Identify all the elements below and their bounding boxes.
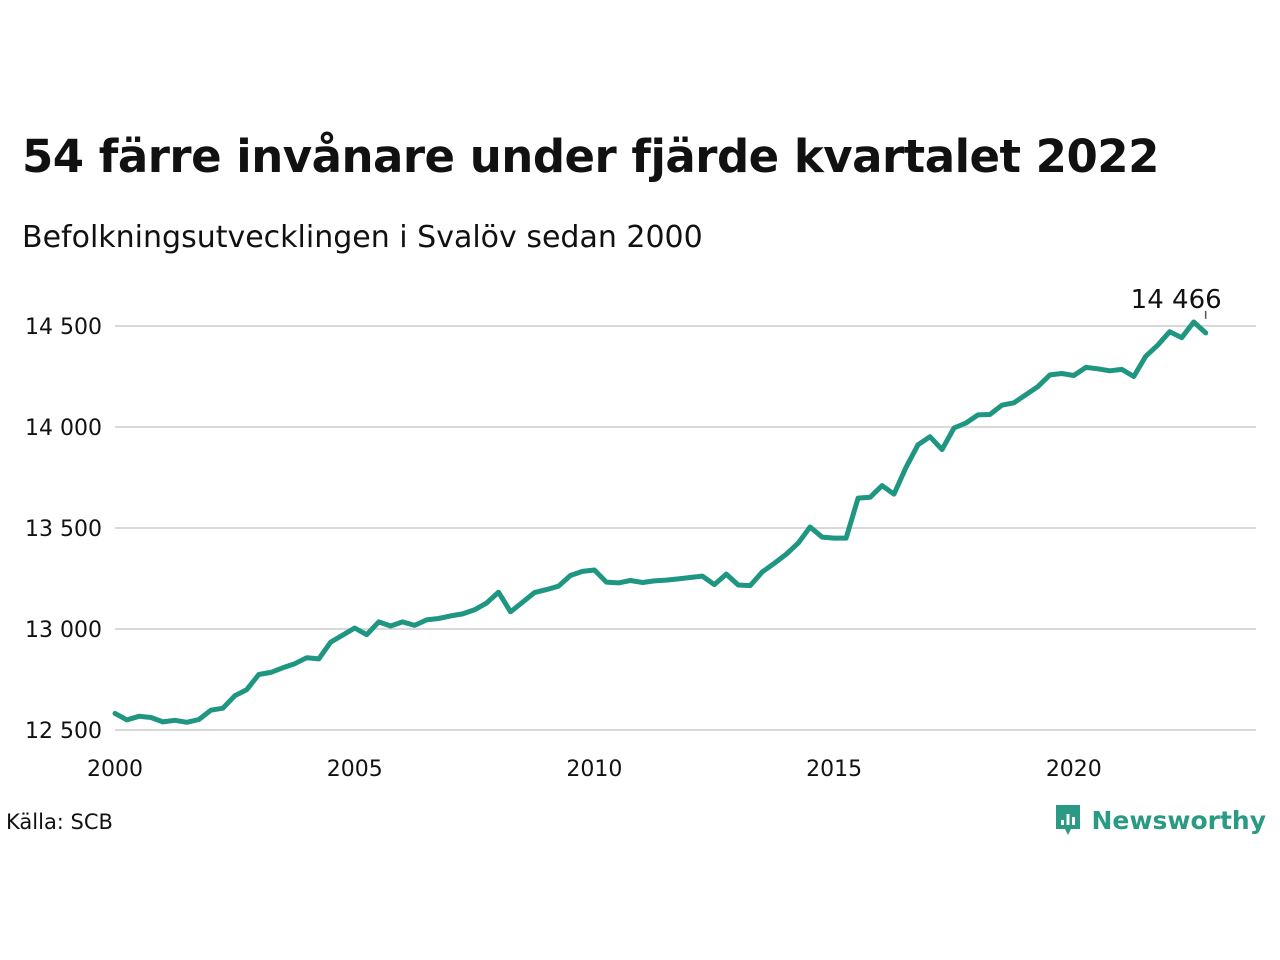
y-tick-label: 13 500 — [25, 517, 102, 542]
x-tick-label: 2000 — [87, 757, 143, 782]
series-line — [112, 319, 1209, 725]
chart-title: 54 färre invånare under fjärde kvartalet… — [22, 130, 1159, 183]
end-value-label: 14 466 — [1131, 285, 1222, 315]
grid-layer — [115, 325, 1256, 731]
y-tick-label: 12 500 — [25, 719, 102, 744]
x-tick-label: 2020 — [1046, 757, 1102, 782]
y-tick-label: 14 500 — [25, 315, 102, 340]
newsworthy-logo-icon — [1055, 805, 1080, 835]
y-tick-label: 13 000 — [25, 618, 102, 643]
axis-layer: 12 500 13 000 13 500 14 000 14 500 2000 2005 20… — [25, 315, 1102, 782]
chart-subtitle: Befolkningsutvecklingen i Svalöv sedan 2… — [22, 220, 703, 255]
brand: Newsworthy — [1054, 803, 1267, 837]
end-label-layer: 14 466 — [1131, 285, 1222, 319]
x-tick-label: 2010 — [566, 757, 622, 782]
x-tick-label: 2005 — [327, 757, 383, 782]
source-label: Källa: SCB — [6, 810, 113, 834]
brand-name: Newsworthy — [1091, 805, 1267, 835]
x-tick-label: 2015 — [806, 757, 862, 782]
y-tick-label: 14 000 — [25, 416, 102, 441]
